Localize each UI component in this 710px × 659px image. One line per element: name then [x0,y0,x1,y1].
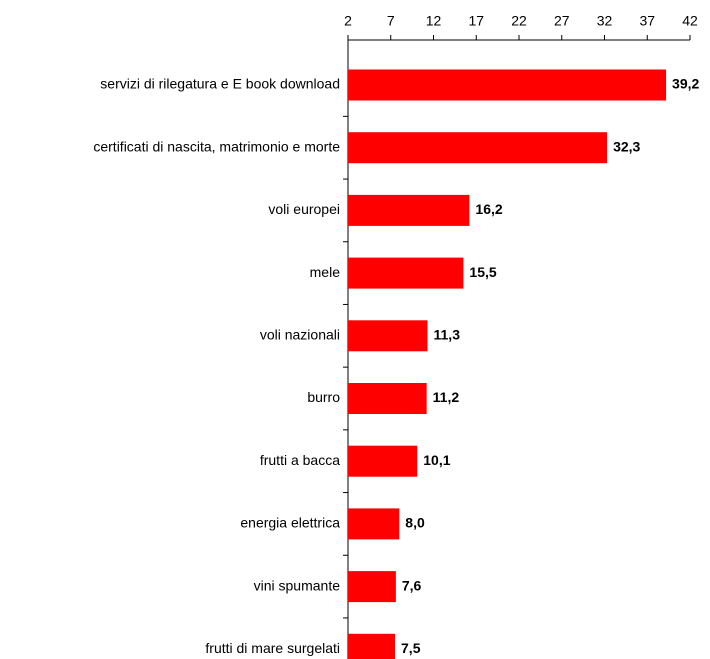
value-label: 7,6 [402,577,422,593]
value-label: 32,3 [613,138,640,154]
bar [348,132,608,164]
y-tick-label: certificati di nascita, matrimonio e mor… [93,138,340,154]
x-tick-label: 22 [511,13,527,29]
x-tick-label: 17 [468,13,484,29]
bar [348,633,396,659]
y-tick-label: vini spumante [254,577,341,593]
y-tick-label: frutti di mare surgelati [205,640,340,656]
y-tick-label: frutti a bacca [260,452,340,468]
value-label: 15,5 [469,264,496,280]
y-tick-label: burro [307,389,340,405]
value-label: 7,5 [401,640,421,656]
bar [348,445,418,477]
value-label: 10,1 [423,452,450,468]
y-tick-label: mele [310,264,341,280]
bar [348,383,427,414]
value-label: 39,2 [672,76,699,92]
x-tick-label: 12 [426,13,442,29]
x-tick-label: 37 [639,13,655,29]
bar [348,571,396,603]
bar [348,320,428,352]
value-label: 8,0 [405,515,425,531]
y-tick-label: voli nazionali [260,327,340,343]
bar [348,69,667,101]
x-tick-label: 7 [387,13,395,29]
y-tick-label: energia elettrica [240,515,340,531]
x-tick-label: 27 [554,13,570,29]
value-label: 11,2 [433,389,460,405]
value-label: 11,3 [434,327,461,343]
bar [348,257,464,289]
value-label: 16,2 [475,201,502,217]
bar [348,194,470,226]
y-tick-label: servizi di rilegatura e E book download [100,76,340,92]
x-tick-label: 42 [682,13,698,29]
x-tick-label: 2 [344,13,352,29]
y-tick-label: voli europei [268,201,340,217]
x-tick-label: 32 [597,13,613,29]
bar [348,508,400,540]
